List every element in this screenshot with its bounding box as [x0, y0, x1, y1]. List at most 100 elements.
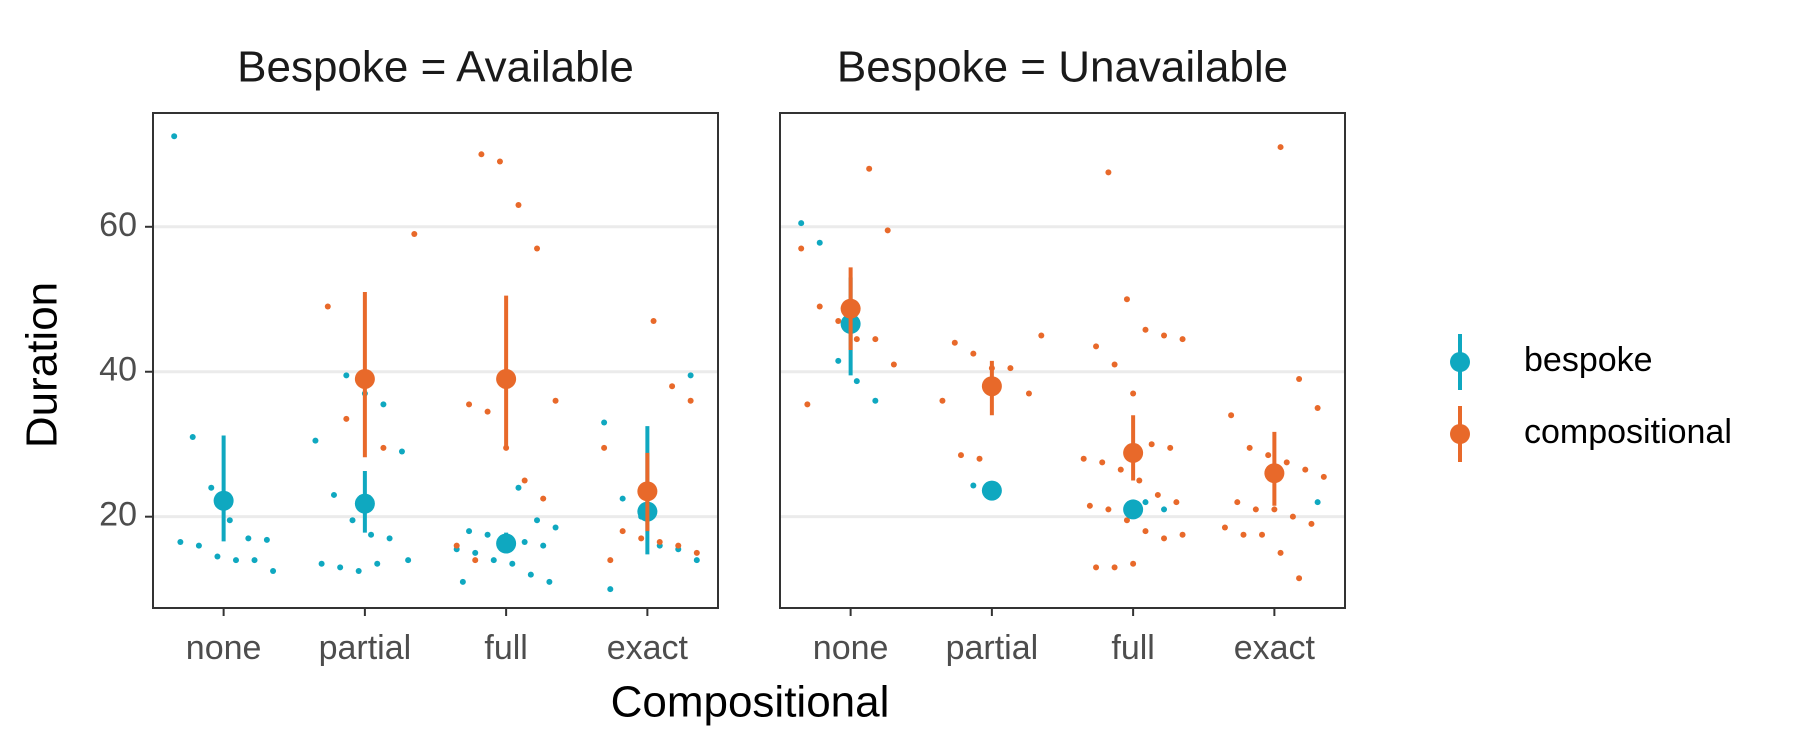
data-point: [466, 528, 473, 535]
data-point: [1283, 459, 1290, 466]
data-point: [245, 535, 252, 542]
data-point: [398, 448, 405, 455]
data-point: [1161, 332, 1168, 339]
data-point: [337, 564, 344, 571]
data-point: [515, 202, 522, 209]
data-point: [466, 401, 473, 408]
data-point: [650, 318, 657, 325]
data-point: [872, 397, 879, 404]
data-point: [515, 484, 522, 491]
data-point: [804, 401, 811, 408]
data-point: [1161, 535, 1168, 542]
data-point: [232, 557, 239, 564]
data-point: [890, 361, 897, 368]
data-point: [521, 539, 528, 546]
data-point: [521, 477, 528, 484]
facet-title: Bespoke = Available: [237, 43, 634, 92]
legend-label: bespoke: [1524, 341, 1653, 379]
data-point: [601, 444, 608, 451]
data-point: [490, 557, 497, 564]
data-point: [374, 560, 381, 567]
data-point: [798, 245, 805, 252]
data-point: [1080, 455, 1087, 462]
mean-point: [637, 481, 658, 502]
data-point: [472, 557, 479, 564]
data-point: [1228, 412, 1235, 419]
data-point: [619, 528, 626, 535]
data-point: [619, 495, 626, 502]
mean-point: [840, 298, 861, 319]
y-tick-label: 60: [99, 206, 137, 244]
data-point: [638, 535, 645, 542]
x-tick-label: none: [186, 629, 262, 667]
data-point: [1093, 343, 1100, 350]
data-point: [453, 542, 460, 549]
data-point: [957, 452, 964, 459]
data-point: [939, 397, 946, 404]
mean-point: [354, 493, 375, 514]
data-point: [853, 336, 860, 343]
mean-point: [1123, 499, 1144, 520]
data-point: [669, 383, 676, 390]
data-point: [1271, 506, 1278, 513]
data-point: [687, 397, 694, 404]
mean-point: [496, 368, 517, 389]
data-point: [853, 378, 860, 385]
data-point: [1117, 466, 1124, 473]
data-point: [607, 557, 614, 564]
data-point: [226, 517, 233, 524]
x-tick-label: none: [813, 629, 889, 667]
data-point: [380, 444, 387, 451]
data-point: [214, 553, 221, 560]
y-tick-label: 40: [99, 351, 137, 389]
data-point: [318, 560, 325, 567]
data-point: [1111, 564, 1118, 571]
data-point: [1296, 375, 1303, 382]
data-point: [1234, 499, 1241, 506]
data-point: [1179, 531, 1186, 538]
data-point: [1111, 361, 1118, 368]
x-tick-label: partial: [946, 629, 1039, 667]
data-point: [1252, 506, 1259, 513]
data-point: [1308, 520, 1315, 527]
data-point: [1148, 441, 1155, 448]
data-point: [1314, 404, 1321, 411]
mean-point: [496, 533, 517, 554]
data-point: [1302, 466, 1309, 473]
data-point: [675, 542, 682, 549]
data-point: [343, 415, 350, 422]
data-point: [509, 560, 516, 567]
data-point: [552, 524, 559, 531]
data-point: [872, 336, 879, 343]
legend-label: compositional: [1524, 413, 1732, 451]
data-point: [607, 586, 614, 593]
data-point: [835, 357, 842, 364]
data-point: [540, 542, 547, 549]
x-tick-label: partial: [319, 629, 412, 667]
data-point: [884, 227, 891, 234]
data-point: [1240, 531, 1247, 538]
data-point: [1265, 452, 1272, 459]
data-point: [1173, 499, 1180, 506]
x-tick-label: full: [1111, 629, 1154, 667]
data-point: [355, 568, 362, 575]
data-point: [405, 557, 412, 564]
data-point: [484, 408, 491, 415]
x-axis-title: Compositional: [611, 678, 890, 727]
data-point: [1142, 499, 1149, 506]
data-point: [1154, 491, 1161, 498]
legend-key-dot: [1450, 424, 1470, 444]
data-point: [472, 549, 479, 556]
x-tick-label: full: [484, 629, 527, 667]
data-point: [478, 151, 485, 158]
panel-border: [152, 112, 719, 609]
data-point: [970, 482, 977, 489]
data-point: [1246, 444, 1253, 451]
data-point: [534, 245, 541, 252]
mean-point: [354, 368, 375, 389]
mean-point: [1264, 463, 1285, 484]
data-point: [496, 158, 503, 165]
data-point: [459, 578, 466, 585]
data-point: [687, 372, 694, 379]
mean-point: [981, 480, 1002, 501]
